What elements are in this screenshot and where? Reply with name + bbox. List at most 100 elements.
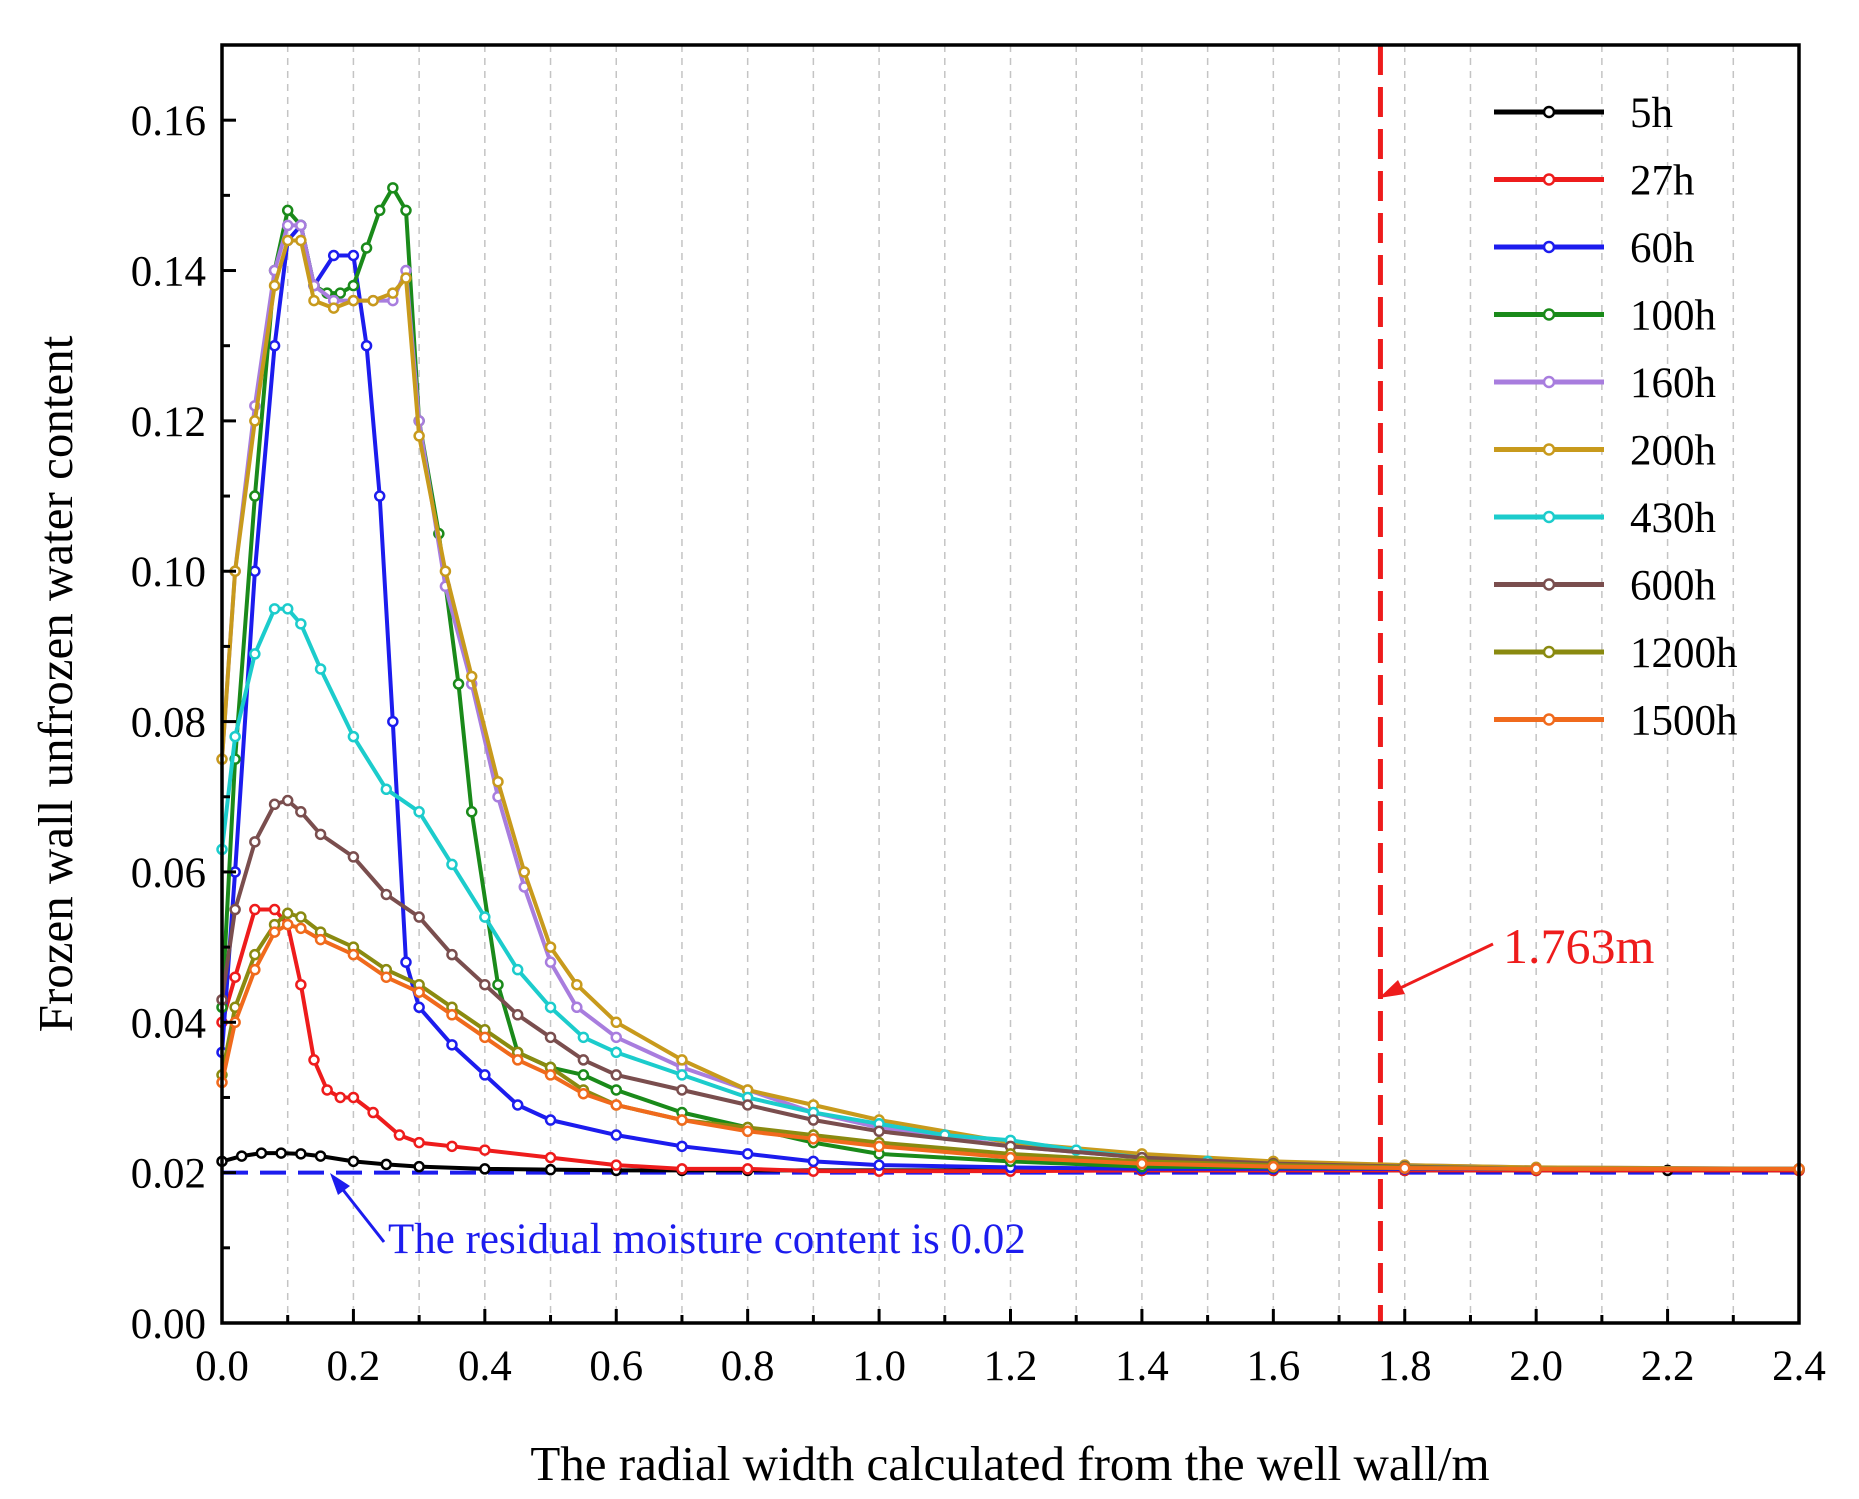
data-point <box>295 219 307 232</box>
data-point <box>347 851 360 863</box>
data-point <box>544 956 557 968</box>
legend-label: 600h <box>1630 563 1716 610</box>
data-point <box>387 287 399 299</box>
data-point <box>577 1087 590 1100</box>
legend-label: 430h <box>1630 495 1716 542</box>
legend-item: 200h <box>1494 428 1716 475</box>
x-tick-label: 0.6 <box>589 1343 643 1390</box>
y-tick-label: 0.08 <box>131 700 206 747</box>
data-point <box>807 1165 820 1177</box>
data-point <box>380 971 393 983</box>
data-point <box>249 836 261 848</box>
data-point <box>295 922 307 935</box>
data-point <box>268 903 281 916</box>
x-tick-label: 2.0 <box>1509 1343 1563 1390</box>
data-point <box>321 1084 333 1096</box>
data-point <box>373 204 386 217</box>
data-point <box>446 858 458 871</box>
legend: 5h 27h 60h 100h 160h 200h 430h 600h 1200h 1500h <box>1494 90 1738 745</box>
data-point <box>347 1155 360 1168</box>
legend-swatch-marker <box>1542 173 1556 186</box>
x-tick-label: 0.8 <box>721 1343 775 1390</box>
data-point <box>446 1140 458 1153</box>
data-point <box>1004 1151 1017 1164</box>
data-point <box>360 339 373 352</box>
data-point <box>577 1069 590 1081</box>
data-point <box>268 279 281 292</box>
legend-item: 60h <box>1494 225 1695 272</box>
data-point <box>393 1129 406 1141</box>
legend-label: 200h <box>1630 428 1716 475</box>
data-point <box>249 565 261 577</box>
legend-swatch-marker <box>1542 240 1556 254</box>
data-point <box>229 730 241 743</box>
data-point <box>544 1069 557 1081</box>
ref-vertical-annotation-arrow-line <box>1395 942 1494 992</box>
data-point <box>479 1163 491 1175</box>
legend-swatch-marker <box>1542 713 1556 726</box>
data-point <box>249 490 261 502</box>
data-point <box>268 798 281 811</box>
legend-label: 1500h <box>1630 698 1738 745</box>
data-point <box>327 249 340 262</box>
x-tick-label: 0.4 <box>458 1343 512 1390</box>
data-point <box>479 978 491 991</box>
legend-item: 1500h <box>1494 698 1738 745</box>
data-point <box>413 1001 425 1014</box>
y-tick-label: 0.14 <box>131 249 206 296</box>
data-point <box>577 1054 590 1066</box>
data-point <box>610 1016 622 1029</box>
data-point <box>347 1091 360 1104</box>
x-tick-label: 1.2 <box>984 1343 1038 1390</box>
data-point <box>295 978 307 991</box>
data-point <box>314 1150 327 1162</box>
data-point <box>295 618 307 630</box>
legend-label: 100h <box>1630 293 1716 340</box>
axes: 0.0 0.2 0.4 0.6 0.8 1.0 1.2 1.4 1.6 1.8 2.0 2.2 2.4 0… <box>131 43 1826 1390</box>
data-point <box>610 1159 622 1171</box>
data-point <box>229 903 241 916</box>
data-point <box>380 888 393 901</box>
data-point <box>610 1099 622 1111</box>
data-point <box>281 907 294 920</box>
data-point <box>676 1163 688 1175</box>
ref-horizontal-annotation-arrow-line <box>338 1185 386 1243</box>
x-tick-label: 1.6 <box>1246 1343 1300 1390</box>
data-point <box>413 430 425 442</box>
data-point <box>873 1140 885 1153</box>
data-point <box>334 287 347 299</box>
legend-label: 160h <box>1630 360 1716 407</box>
data-point <box>807 1155 820 1168</box>
x-tick-label: 1.8 <box>1378 1343 1432 1390</box>
y-tick-label: 0.12 <box>131 399 206 446</box>
legend-label: 1200h <box>1630 630 1738 677</box>
series-group <box>216 182 1805 1177</box>
legend-swatch-marker <box>1542 308 1556 321</box>
data-point <box>413 1136 425 1149</box>
data-point <box>741 1163 754 1175</box>
data-point <box>1136 1157 1148 1170</box>
data-point <box>807 1114 820 1126</box>
legend-item: 1200h <box>1494 630 1738 677</box>
data-point <box>1530 1163 1542 1175</box>
data-point <box>295 806 307 818</box>
ref-vertical-annotation-arrow-head <box>1379 980 1405 998</box>
data-point <box>387 182 399 194</box>
data-point <box>479 911 491 923</box>
data-point <box>577 1031 590 1044</box>
data-point <box>610 1031 622 1044</box>
data-point <box>413 1160 425 1173</box>
legend-label: 5h <box>1630 90 1673 137</box>
ref-vertical-label: 1.763m <box>1503 918 1655 974</box>
data-point <box>295 234 307 247</box>
data-point <box>268 926 281 938</box>
data-point <box>380 1158 393 1171</box>
x-tick-label: 0.2 <box>327 1343 381 1390</box>
data-point <box>413 911 425 923</box>
data-point <box>249 415 261 427</box>
data-point <box>511 1009 524 1021</box>
data-point <box>400 204 412 217</box>
data-point <box>446 948 458 961</box>
legend-item: 600h <box>1494 563 1716 610</box>
